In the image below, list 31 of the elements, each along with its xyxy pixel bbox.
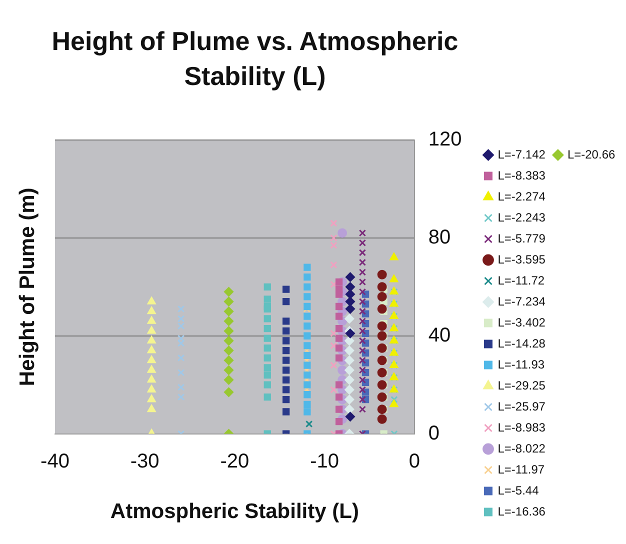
legend-label: L=-16.36: [498, 504, 546, 518]
chart-title: Height of Plume vs. Atmospheric Stability (L): [50, 25, 460, 94]
x-tick-label: -30: [130, 450, 160, 472]
legend-label: L=-8.383: [498, 168, 546, 182]
legend-label: L=-7.234: [498, 294, 546, 308]
legend-label: L=-5.44: [498, 483, 540, 498]
x-tick-label: 0: [408, 450, 420, 472]
legend-label: L=-14.28: [498, 336, 546, 350]
legend-label: L=-5.779: [498, 231, 546, 246]
x-tick-label: -10: [310, 450, 339, 472]
legend-label: L=-8.022: [498, 441, 546, 456]
legend-label: L=-11.97: [498, 462, 545, 476]
legend-label: L=-29.25: [498, 378, 546, 392]
legend-label: L=-2.243: [498, 210, 546, 224]
legend-label: L=-11.93: [498, 357, 545, 372]
x-tick-label: -20: [220, 450, 250, 472]
legend-label: L=-2.274: [498, 189, 546, 204]
y-axis-title: Height of Plume (m): [16, 188, 39, 386]
legend-label: L=-3.402: [498, 315, 546, 330]
legend-label: L=-25.97: [498, 399, 546, 414]
x-axis-title: Atmospheric Stability (L): [110, 500, 359, 524]
legend-label: L=-7.142: [498, 147, 546, 162]
y-tick-label: 80: [428, 226, 451, 248]
legend-label: L=-8.983: [498, 420, 546, 434]
legend-label: L=-3.595: [498, 252, 546, 266]
x-tick-label: -40: [40, 450, 70, 472]
y-tick-label: 0: [428, 422, 440, 444]
legend-label: L=-11.72: [498, 273, 545, 288]
y-tick-label: 40: [428, 324, 451, 346]
y-tick-label: 120: [428, 128, 462, 151]
legend-label: L=-20.66: [567, 147, 616, 162]
